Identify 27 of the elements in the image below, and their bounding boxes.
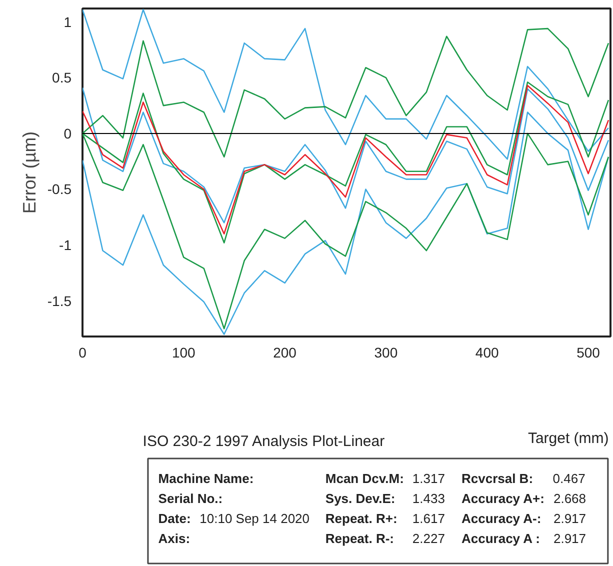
text: Accuracy A+: 2.668	[461, 491, 586, 506]
x-axis-title: Target (mm)	[528, 430, 609, 447]
y-tick-label: 0	[64, 125, 72, 142]
text: Machine Name:	[158, 471, 254, 486]
x-tick-label: 200	[273, 344, 297, 360]
text: Date: 10:10 Sep 14 2020	[158, 511, 310, 526]
x-tick-label: 400	[475, 344, 499, 360]
text: Axis:	[158, 531, 190, 546]
text: ISO 230-2 1997 Analysis Plot-Linear	[142, 433, 385, 450]
x-tick-label: 0	[78, 344, 87, 360]
text: Repeat. R-: 2.227	[325, 531, 445, 546]
y-tick-label: -0.5	[47, 181, 72, 198]
text: Accuracy A-: 2.917	[461, 511, 586, 526]
y-tick-label: 1	[64, 14, 72, 30]
x-tick-label: 500	[576, 344, 600, 360]
y-axis-title: Error (µm)	[19, 131, 40, 214]
text: Rcvcrsal B: 0.467	[461, 471, 586, 486]
text: Accuracy A : 2.917	[461, 531, 586, 546]
text: Mcan Dcv.M: 1.317	[325, 471, 445, 486]
y-tick-label: -1.5	[47, 292, 72, 309]
text: Sys. Dev.E: 1.433	[325, 491, 445, 506]
text: Serial No.:	[158, 491, 223, 506]
x-tick-label: 300	[374, 344, 398, 360]
x-tick-label: 100	[172, 344, 196, 360]
y-tick-label: 0.5	[52, 70, 72, 86]
y-tick-label: -1	[59, 237, 72, 254]
text: Repeat. R+: 1.617	[325, 511, 445, 526]
